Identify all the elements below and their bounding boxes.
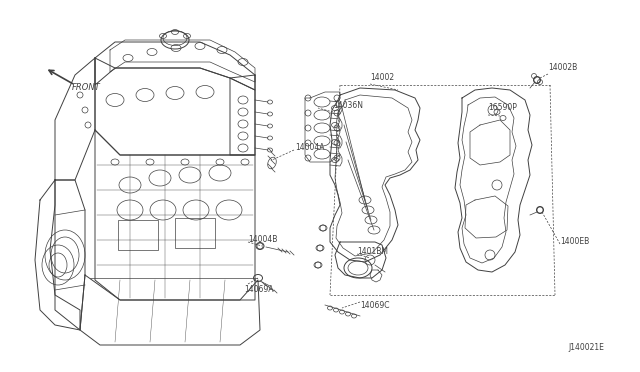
Text: 14002B: 14002B [548, 64, 577, 73]
Text: 14004A: 14004A [295, 144, 324, 153]
Text: 14069C: 14069C [360, 301, 390, 311]
Text: 14002: 14002 [370, 74, 394, 83]
Text: 14069A: 14069A [244, 285, 273, 295]
Bar [118, 220, 158, 250]
Text: J140021E: J140021E [568, 343, 604, 353]
Text: 1400EB: 1400EB [560, 237, 589, 247]
Text: 14004B: 14004B [248, 235, 277, 244]
Text: FRONT: FRONT [72, 83, 100, 93]
Text: 16590P: 16590P [488, 103, 517, 112]
Text: 14036N: 14036N [333, 100, 363, 109]
Text: 1401BM: 1401BM [357, 247, 388, 257]
Bar [175, 218, 215, 248]
